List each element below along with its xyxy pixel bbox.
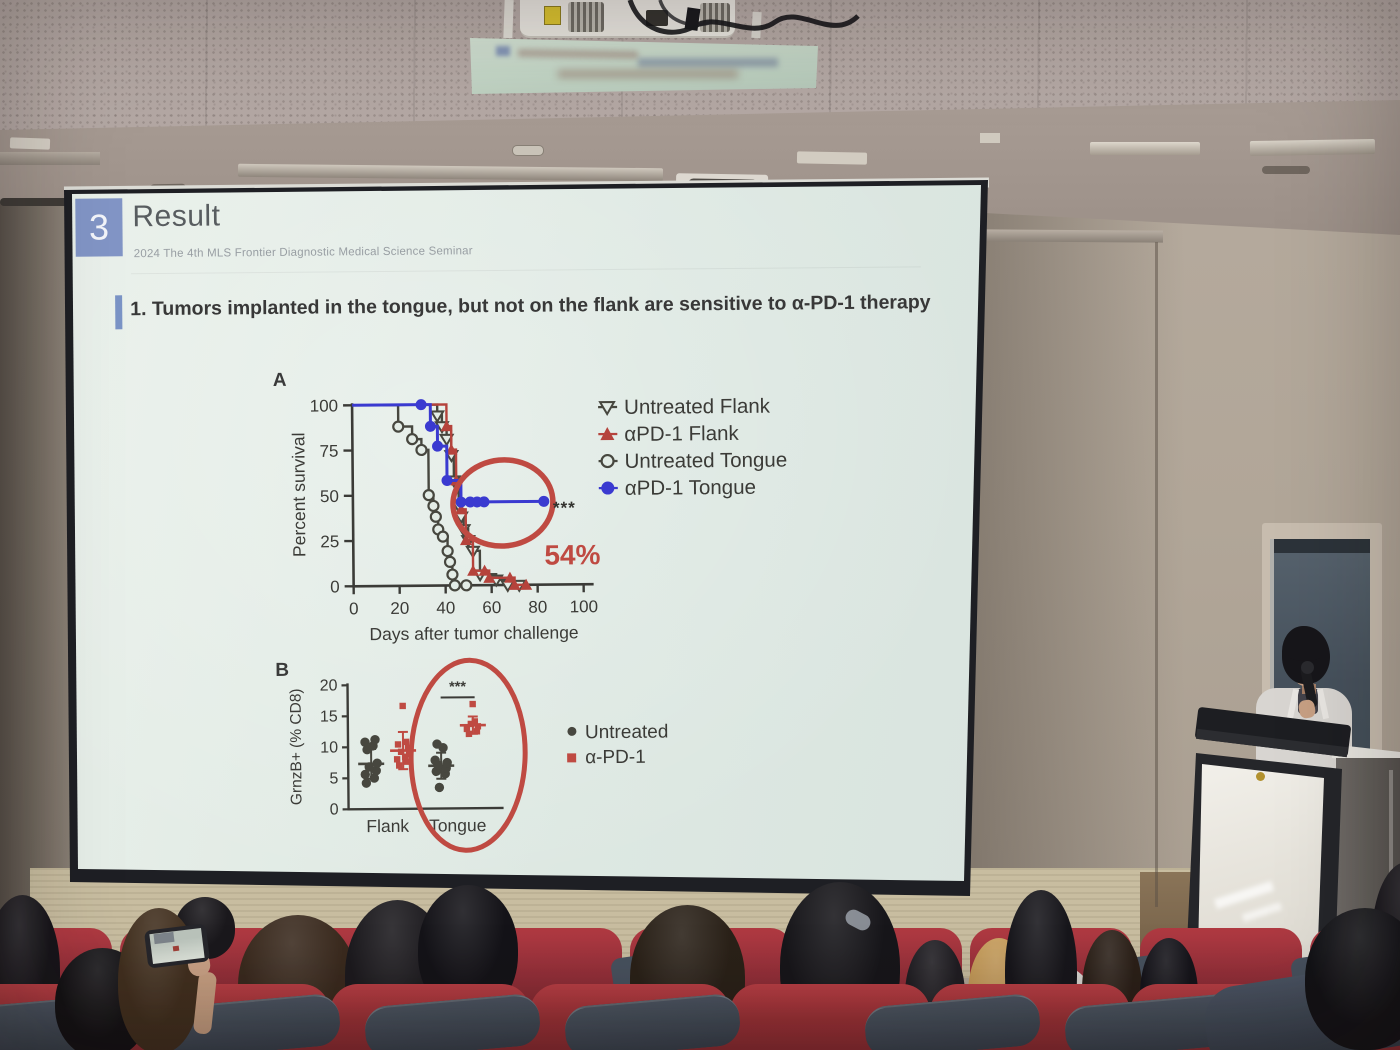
side-table-leg [1389, 770, 1393, 930]
granzyme-chart: 0 5 10 15 20 GrnzB+ (% CD8) Flank Tongue *** Untr… [288, 657, 669, 853]
svg-text:60: 60 [482, 598, 501, 617]
svg-text:Flank: Flank [366, 816, 409, 836]
right-of-screen-shadow [965, 180, 1185, 940]
ceiling-light-slot [1090, 142, 1200, 155]
svg-text:Days after tumor challenge: Days after tumor challenge [369, 622, 578, 644]
svg-text:Untreated Tongue: Untreated Tongue [624, 448, 787, 472]
svg-text:0: 0 [330, 801, 339, 818]
projector-body [520, 0, 735, 38]
projector-warning-sticker [544, 6, 561, 25]
reflection-smudge [558, 70, 738, 78]
svg-text:0: 0 [330, 577, 340, 596]
audience-head [1305, 908, 1400, 1050]
svg-text:***: *** [449, 679, 466, 695]
survival-series-untreated-tongue [352, 403, 473, 592]
projector-vent [700, 3, 730, 32]
granzyme-legend: Untreated α-PD-1 [567, 722, 669, 769]
projector-cables [627, 0, 860, 35]
survival-series-αpd-1-tongue [352, 399, 550, 508]
door-top-rail [1274, 539, 1370, 553]
podium-emblem [1256, 772, 1265, 781]
svg-text:20: 20 [390, 599, 409, 618]
svg-text:Untreated: Untreated [585, 722, 669, 744]
ceiling-vent-small [512, 145, 544, 156]
ceiling-vent [1262, 166, 1310, 174]
svg-text:α-PD-1: α-PD-1 [585, 747, 646, 769]
microphone-head [1301, 661, 1314, 674]
svg-text:Percent survival: Percent survival [288, 432, 309, 557]
wall-corner-line [1155, 242, 1158, 907]
svg-text:Tongue: Tongue [429, 815, 487, 836]
granzyme-annotations: *** [408, 657, 528, 853]
svg-text:40: 40 [436, 598, 455, 617]
svg-text:0: 0 [349, 599, 359, 618]
projector-vent [568, 2, 604, 32]
slide: 3 Result 2024 The 4th MLS Frontier Diagn… [72, 185, 981, 881]
reflector-panel [470, 38, 818, 94]
svg-text:75: 75 [319, 442, 338, 461]
svg-text:15: 15 [320, 708, 338, 725]
reflection-smudge [496, 46, 510, 56]
granzyme-axes: 0 5 10 15 20 GrnzB+ (% CD8) Flank Tongue [288, 677, 504, 836]
audience-shadow-overlay [0, 940, 1400, 1050]
svg-text:10: 10 [320, 739, 338, 756]
svg-text:80: 80 [528, 598, 547, 617]
svg-text:54%: 54% [544, 539, 600, 570]
projection-screen: 3 Result 2024 The 4th MLS Frontier Diagn… [72, 185, 981, 881]
svg-text:100: 100 [570, 597, 599, 616]
svg-text:αPD-1 Flank: αPD-1 Flank [624, 422, 739, 446]
svg-text:20: 20 [320, 677, 338, 694]
svg-text:5: 5 [329, 770, 338, 787]
svg-text:GrnzB+ (% CD8): GrnzB+ (% CD8) [288, 688, 306, 805]
svg-text:***: *** [553, 498, 576, 517]
survival-annotations: *** 54% [450, 457, 601, 571]
svg-text:50: 50 [320, 487, 339, 506]
presenter-hair-fringe [1288, 649, 1322, 661]
granzyme-series-untreated [358, 734, 455, 793]
reflection-smudge [638, 58, 778, 67]
svg-text:Untreated Flank: Untreated Flank [624, 395, 771, 419]
svg-text:25: 25 [320, 532, 339, 551]
projector-port [646, 10, 668, 26]
svg-text:αPD-1 Tongue: αPD-1 Tongue [625, 476, 756, 500]
ceiling-rail [0, 152, 100, 165]
ceiling-light-slot [980, 133, 1000, 143]
ceiling-rod [0, 198, 68, 206]
svg-text:100: 100 [310, 396, 339, 415]
